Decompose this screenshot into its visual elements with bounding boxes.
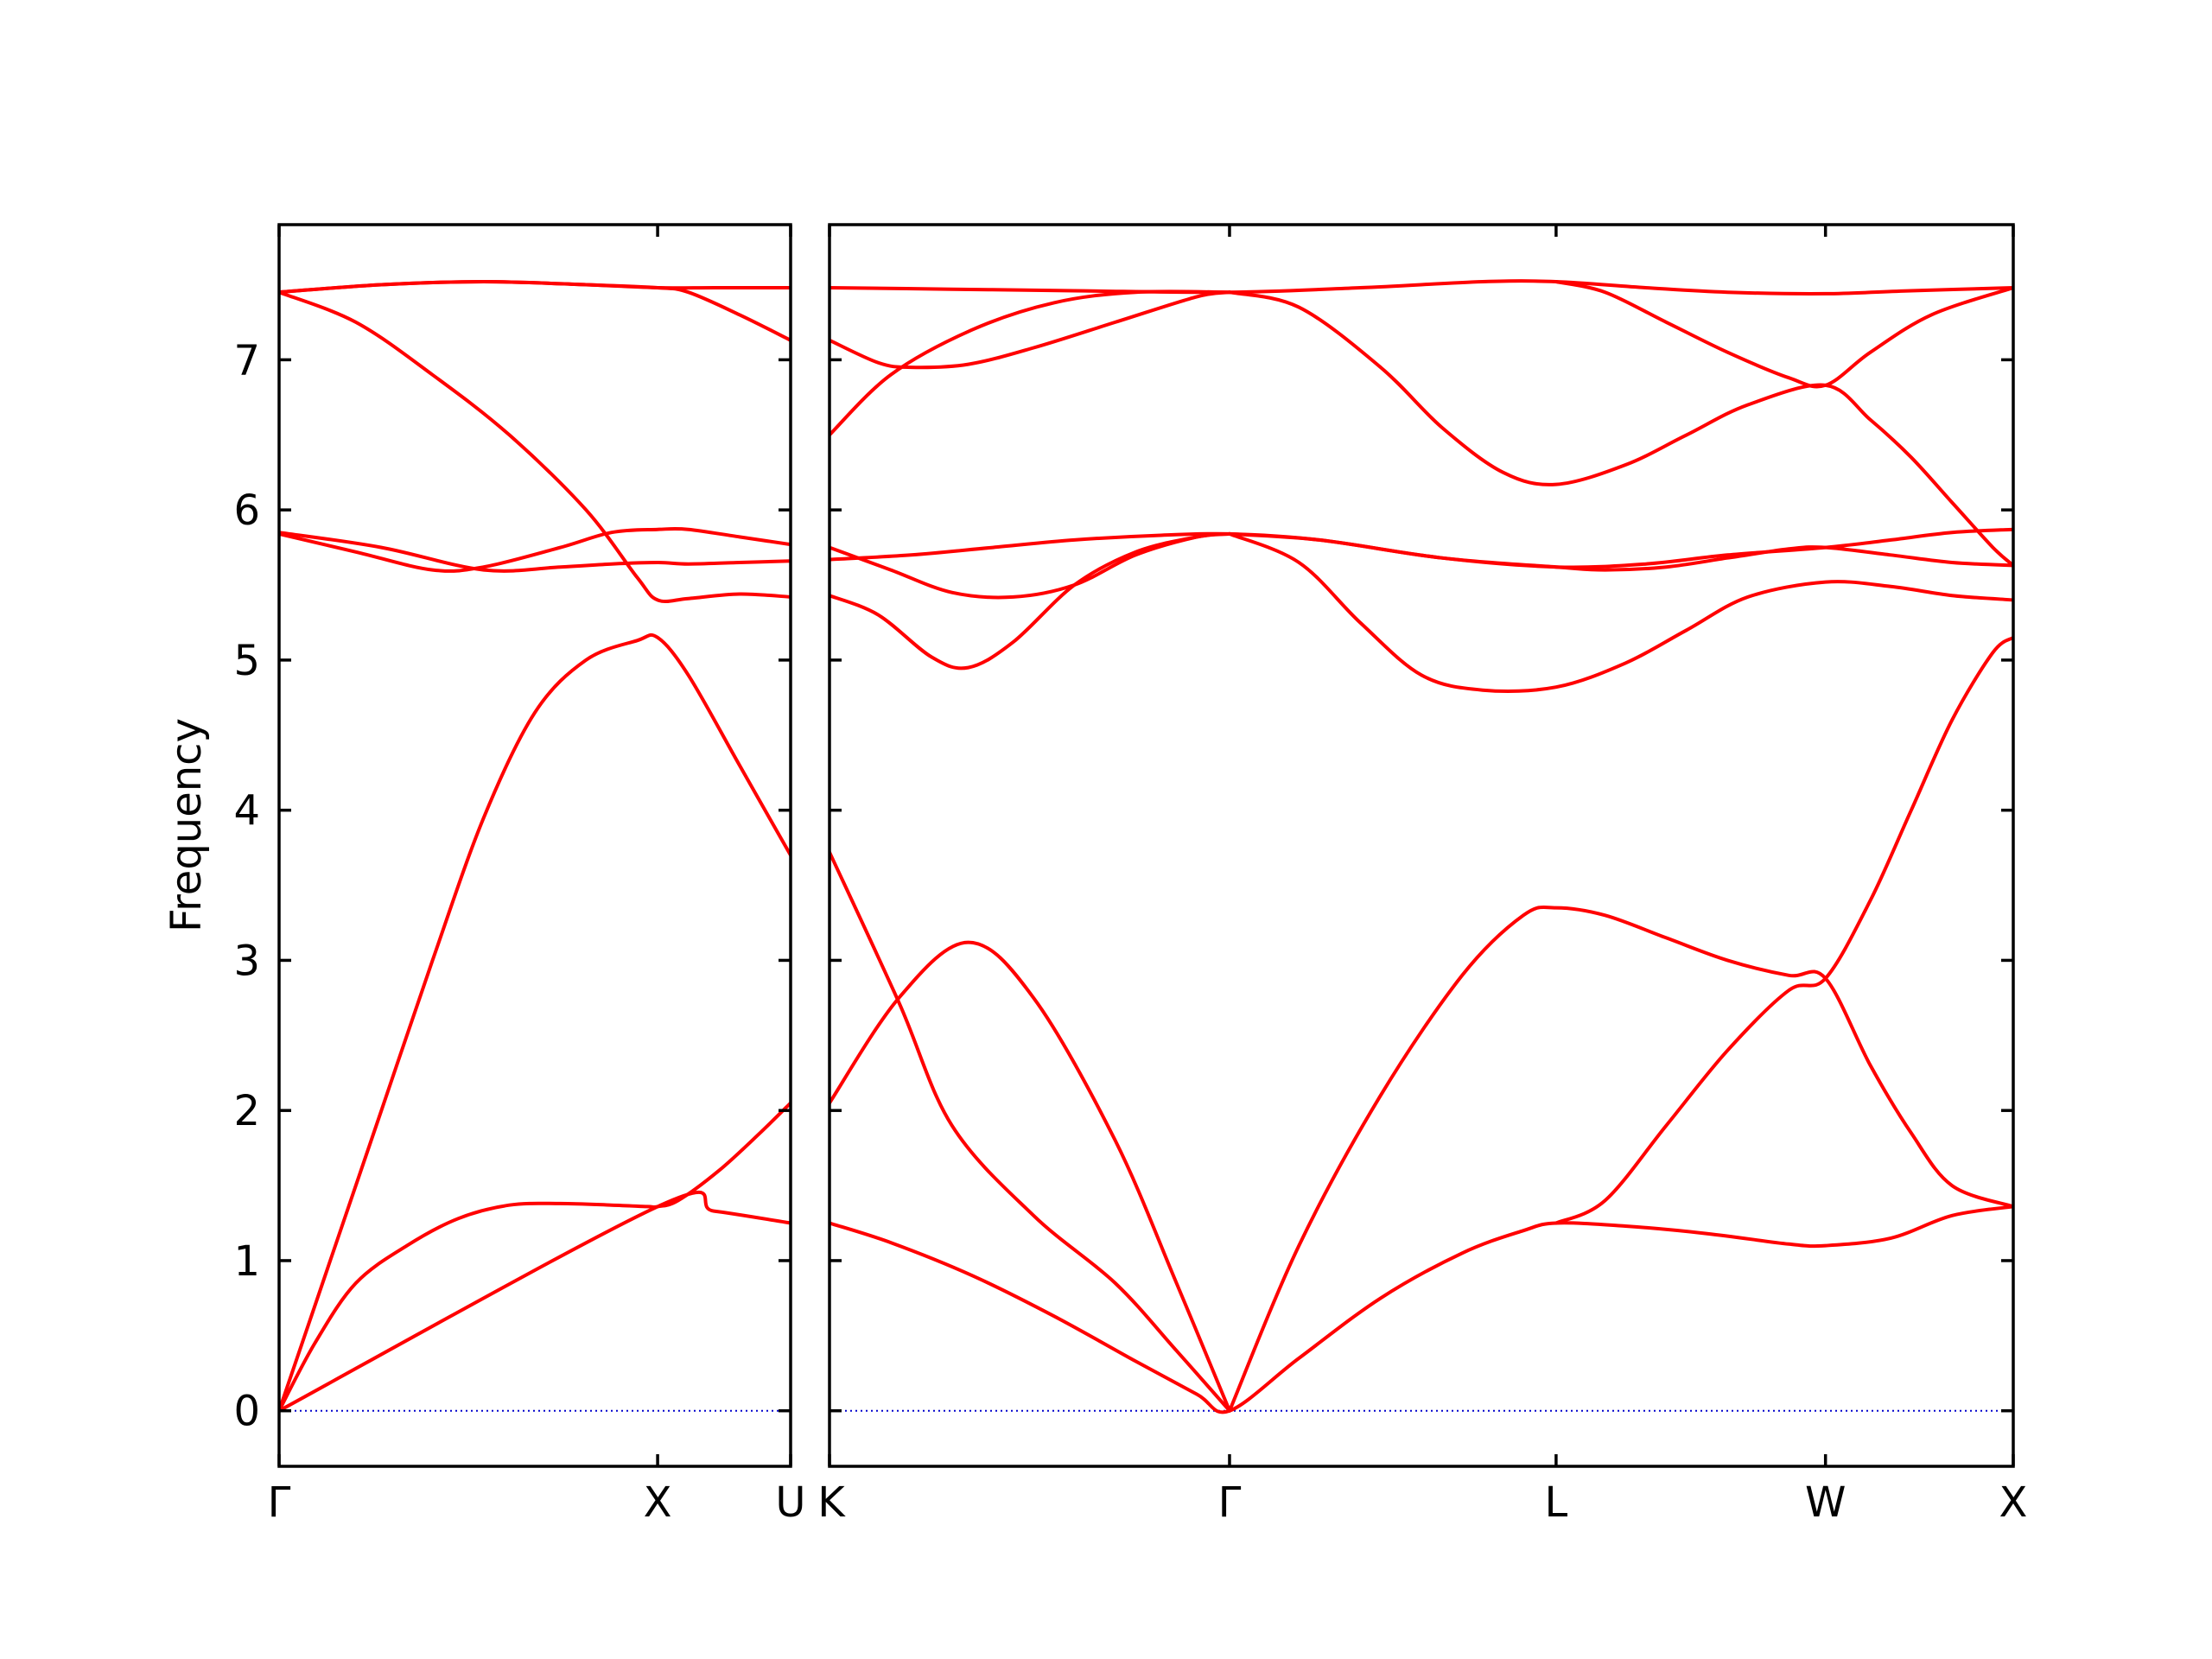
band-line-1-4 <box>1554 635 2013 1225</box>
band-line-1-13 <box>1554 280 2013 389</box>
y-axis-title: Frequency <box>162 718 211 932</box>
band-line-1-8 <box>1228 531 2013 693</box>
band-line-1-3 <box>1228 905 2013 1413</box>
band-line-1-1 <box>830 850 1231 1413</box>
band-line-0-0 <box>279 1101 791 1413</box>
y-tick-label: 0 <box>233 1388 260 1436</box>
band-line-1-9 <box>1228 531 2013 572</box>
band-line-1-14 <box>830 279 2013 296</box>
band-line-0-2 <box>279 632 791 1413</box>
band-line-1-5 <box>830 531 1231 671</box>
y-tick-label: 5 <box>233 637 260 685</box>
plot-frame <box>828 223 2015 1468</box>
y-tick-label: 7 <box>233 336 260 385</box>
band-group <box>830 279 2013 1414</box>
band-line-1-2 <box>830 940 1231 1413</box>
band-line-1-0 <box>830 1205 2013 1414</box>
x-tick-label: Γ <box>268 1478 291 1527</box>
y-tick-label: 1 <box>233 1237 260 1286</box>
x-tick-label: K <box>817 1478 846 1527</box>
x-tick-label: X <box>644 1478 672 1527</box>
band-line-0-3 <box>279 531 791 573</box>
band-line-0-7 <box>279 280 791 295</box>
band-line-1-6 <box>830 531 1231 600</box>
band-line-0-4 <box>279 526 791 573</box>
y-tick-label: 3 <box>233 937 260 985</box>
band-line-1-10 <box>830 289 1231 437</box>
band-group <box>279 280 791 1413</box>
band-line-0-6 <box>279 280 791 342</box>
x-tick-label: L <box>1545 1478 1568 1527</box>
panel-gamma-x-u: 0 1 2 3 4 5 6 7 Γ X U <box>233 223 806 1527</box>
plot-frame <box>277 223 792 1468</box>
y-tick-label: 2 <box>233 1087 260 1135</box>
y-tick-label: 4 <box>233 787 260 836</box>
band-line-0-5 <box>279 290 791 604</box>
x-tick-label: W <box>1805 1478 1846 1527</box>
y-tick-label: 6 <box>233 486 260 535</box>
x-tick-label: X <box>1999 1478 2028 1527</box>
band-line-0-1 <box>279 1191 791 1413</box>
band-line-1-12 <box>1228 290 2013 568</box>
x-tick-label: Γ <box>1218 1478 1242 1527</box>
x-tick-label: U <box>775 1478 805 1527</box>
band-line-1-11 <box>830 290 1231 370</box>
